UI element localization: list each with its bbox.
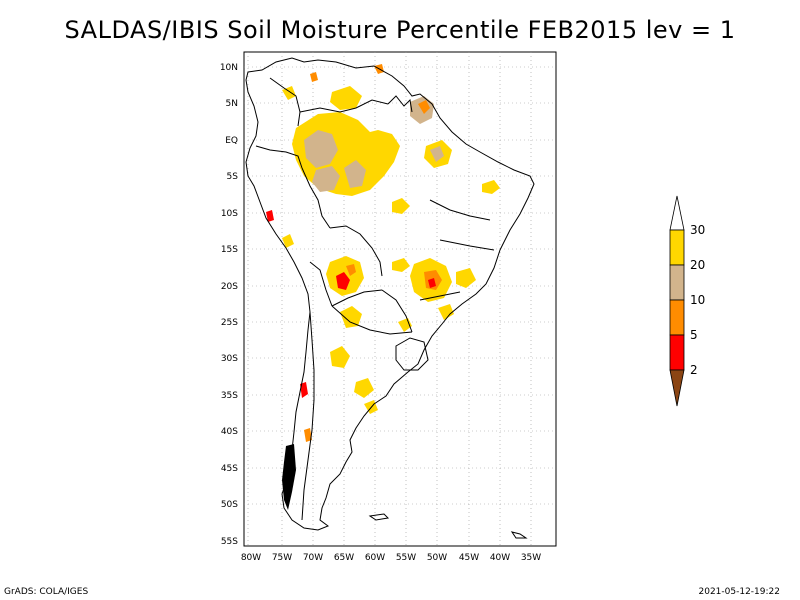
grid-lines (244, 52, 556, 546)
percentile-fill (266, 64, 500, 442)
lat-label: 10S (221, 209, 238, 219)
fjord-block (282, 444, 296, 510)
lon-label: 50W (427, 553, 447, 563)
colorbar-labels: 30 20 10 5 2 (690, 223, 705, 377)
colorbar-bin-20-30 (669, 229, 685, 266)
fill-patch-amazon-tan-2 (312, 166, 340, 192)
fill-patch-se-red (428, 278, 436, 288)
lat-label: EQ (225, 136, 238, 146)
lat-label: 25S (221, 318, 238, 328)
lat-label: 30S (221, 354, 238, 364)
colorbar-label: 20 (690, 258, 705, 272)
fill-patch-chile-red (300, 382, 308, 398)
fill-patch-argentina-2 (354, 378, 374, 398)
fill-patch-amazon-tan (304, 130, 338, 168)
colorbar-bottom-arrow (669, 369, 685, 407)
colorbar-label: 30 (690, 223, 705, 237)
south-georgia (510, 531, 528, 539)
lon-label: 35W (521, 553, 541, 563)
colorbar-label: 5 (690, 328, 698, 342)
colorbar-label: 2 (690, 363, 698, 377)
border-colombia-venezuela (269, 77, 301, 127)
lat-label: 55S (221, 537, 238, 547)
lat-label: 10N (220, 63, 238, 73)
colorbar-label: 10 (690, 293, 705, 307)
border-argentina-paraguay (331, 305, 413, 335)
fill-patch-pantanal (392, 198, 410, 214)
fill-patch-coast (438, 304, 454, 320)
lat-label: 15S (221, 245, 238, 255)
lon-label: 70W (303, 553, 323, 563)
fill-patch-chile-orange (304, 428, 312, 442)
border-brazil-bolivia (329, 225, 383, 277)
border-uruguay (395, 337, 429, 371)
lon-label: 60W (365, 553, 385, 563)
lat-label: 5S (227, 172, 239, 182)
border-paraguay-brazil (381, 289, 413, 333)
colorbar (669, 195, 685, 407)
border-bolivia-paraguay (331, 289, 383, 307)
falklands (368, 513, 390, 521)
lon-label: 40W (490, 553, 510, 563)
footer-credit: GrADS: COLA/IGES (4, 587, 89, 597)
border-colombia-peru (255, 145, 303, 169)
lon-label: 55W (396, 553, 416, 563)
border-venezuela-brazil (299, 99, 389, 113)
fill-patch-bolivia-red (336, 272, 350, 290)
lat-labels: 10N 5N EQ 5S 10S 15S 20S 25S 30S 35S 40S… (220, 63, 238, 547)
fill-patch-peru-2 (282, 234, 294, 248)
fill-patch-mg (456, 268, 476, 288)
border-bolivia-chile (309, 261, 333, 307)
fill-patch-peru (266, 210, 274, 222)
lon-label: 45W (459, 553, 479, 563)
colorbar-bin-5-10 (669, 299, 685, 336)
colorbar-top-arrow (669, 195, 685, 231)
colorbar-bin-2-5 (669, 334, 685, 371)
lat-label: 45S (221, 464, 238, 474)
fill-patch-ne (482, 180, 500, 194)
footer-timestamp: 2021-05-12-19:22 (698, 587, 781, 597)
south-america-coastline (245, 57, 535, 531)
border-argentina-chile (301, 311, 315, 521)
border-brazil-states (419, 199, 495, 301)
fill-patch-para-tan (430, 146, 444, 162)
coastlines-and-borders (245, 57, 535, 539)
colorbar-bin-10-20 (669, 264, 685, 301)
lat-label: 35S (221, 391, 238, 401)
fill-patch-amapa-orange (418, 100, 430, 114)
fill-patch-north (330, 86, 362, 110)
lat-label: 20S (221, 282, 238, 292)
border-peru-brazil (301, 167, 331, 229)
lon-label: 75W (272, 553, 292, 563)
lon-label: 80W (241, 553, 261, 563)
fill-patch-bolivia-orange (346, 264, 356, 276)
lon-label: 65W (334, 553, 354, 563)
fill-patch-amazon-tan-3 (344, 160, 366, 188)
lat-label: 5N (226, 99, 238, 109)
map-title: SALDAS/IBIS Soil Moisture Percentile FEB… (64, 16, 736, 44)
fill-patch-argentina (330, 346, 350, 368)
lat-label: 50S (221, 500, 238, 510)
fill-patch-venezuela (310, 72, 318, 82)
lat-label: 40S (221, 427, 238, 437)
chile-fjords (282, 444, 296, 510)
fill-patch-paraguay (340, 306, 362, 328)
border-guianas (387, 95, 413, 113)
lon-labels: 80W 75W 70W 65W 60W 55W 50W 45W 40W 35W (241, 553, 541, 563)
fill-patch-goias (392, 258, 410, 272)
